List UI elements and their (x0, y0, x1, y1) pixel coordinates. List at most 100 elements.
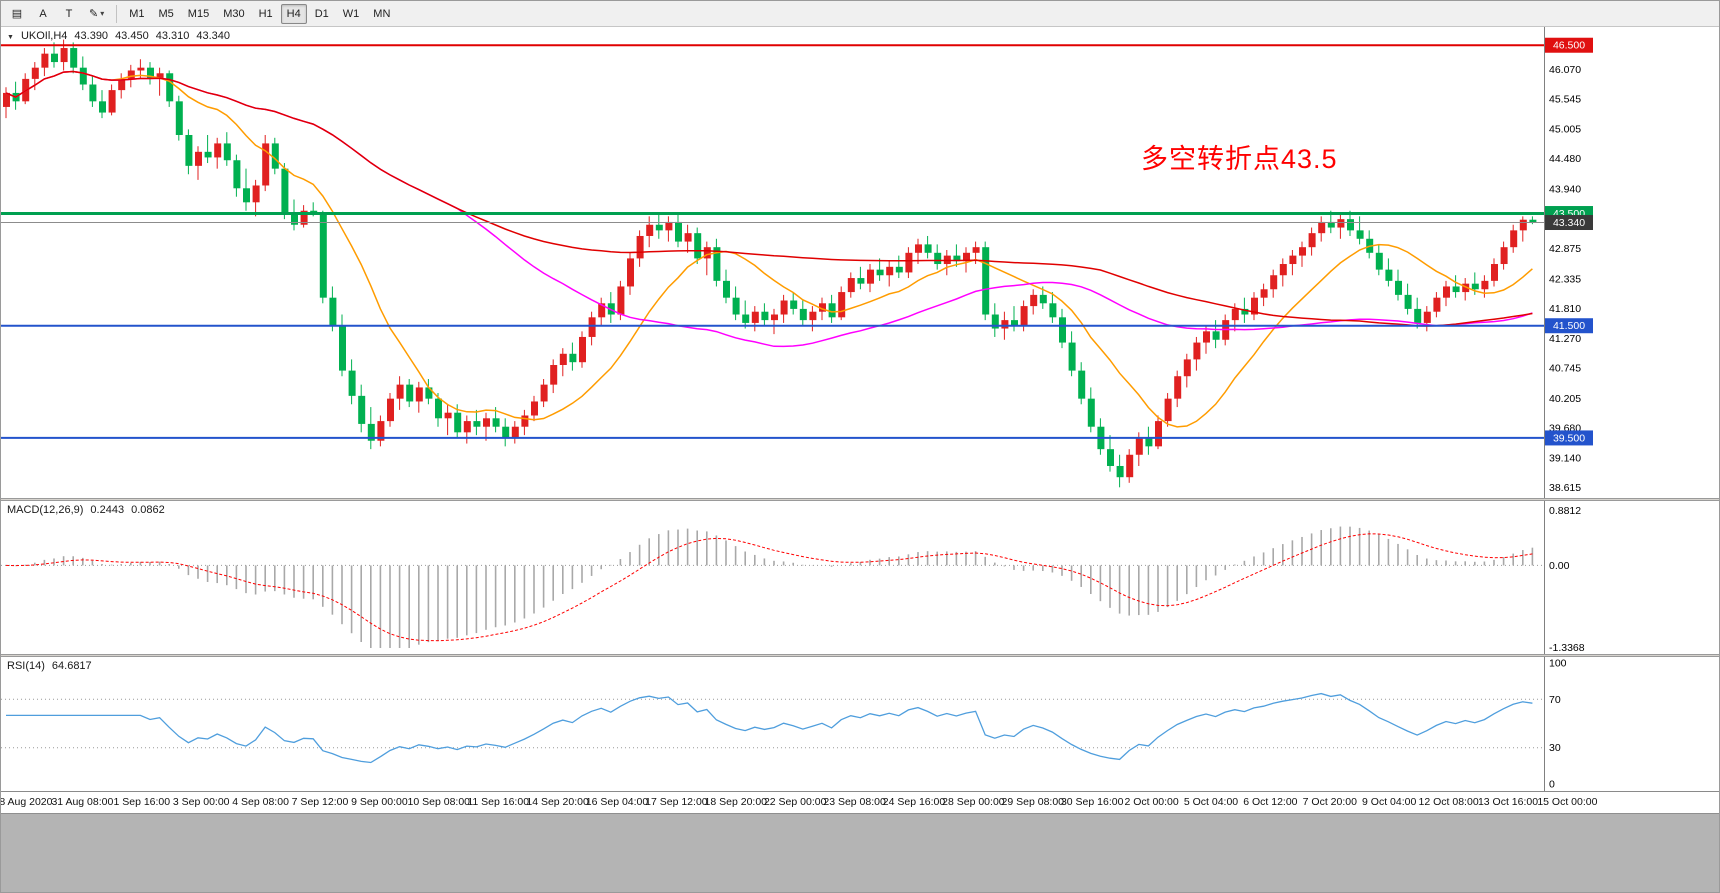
timeframe-MN-button[interactable]: MN (373, 7, 391, 20)
time-label: 1 Sep 16:00 (113, 796, 171, 808)
svg-text:43.940: 43.940 (1549, 183, 1581, 195)
time-label: 30 Sep 16:00 (1060, 796, 1124, 808)
rsi-canvas[interactable]: 100 70 30 0 (1, 657, 1720, 791)
svg-text:100: 100 (1549, 658, 1567, 670)
chart-window-icon: ▤ (11, 8, 23, 20)
time-label: 5 Oct 04:00 (1183, 796, 1239, 808)
ohlc-close: 43.340 (196, 30, 231, 42)
macd-scale[interactable]: 0.8812 0.00 -1.3368 (1549, 505, 1585, 654)
toolbar: ▤ A T ✎ ▾ M1 M5 M15 M30 H1 H4 D1 W1 MN (1, 1, 1719, 27)
svg-text:42.335: 42.335 (1549, 273, 1581, 285)
rsi-header: RSI(14) 64.6817 (7, 660, 92, 672)
ohlc-high: 43.450 (115, 30, 149, 42)
svg-text:40.745: 40.745 (1549, 363, 1581, 375)
moving-average-lines (5, 70, 1533, 428)
time-label: 23 Sep 08:00 (823, 796, 886, 808)
symbol-marker-icon: ▼ (7, 34, 14, 41)
svg-text:41.270: 41.270 (1549, 333, 1581, 345)
footer-area (1, 813, 1719, 892)
time-label: 11 Sep 16:00 (467, 796, 530, 808)
svg-text:41.810: 41.810 (1549, 303, 1581, 315)
svg-text:30: 30 (1549, 742, 1561, 754)
timeframe-H4-button[interactable]: H4 (280, 3, 307, 24)
macd-panel: 0.8812 0.00 -1.3368 MACD(12,26,9) 0.2443 0… (1, 501, 1719, 654)
chart-annotation-text[interactable]: 多空转折点43.5 (1141, 144, 1338, 174)
time-label: 13 Oct 16:00 (1477, 796, 1539, 808)
macd-signal-line (5, 533, 1533, 642)
time-label: 3 Sep 00:00 (172, 796, 230, 808)
time-label: 24 Sep 16:00 (882, 796, 946, 808)
candlestick-series (3, 39, 1537, 488)
macd-value-main: 0.2443 (90, 504, 125, 516)
chevron-down-icon: ▾ (100, 9, 105, 18)
timeframe-H1-button[interactable]: H1 (258, 7, 273, 20)
svg-text:43.340: 43.340 (1553, 217, 1585, 229)
toolbar-divider (116, 4, 118, 23)
main-chart-panel: 46.070 45.545 45.005 44.480 43.940 42.875 42.3… (1, 27, 1719, 498)
svg-text:70: 70 (1549, 694, 1561, 706)
macd-histogram (14, 526, 1534, 648)
time-label: 16 Sep 04:00 (585, 796, 649, 808)
rsi-line (6, 692, 1533, 764)
time-label: 12 Oct 08:00 (1418, 796, 1479, 808)
panel-splitter[interactable] (1, 654, 1719, 657)
time-label: 18 Sep 20:00 (704, 796, 768, 808)
ohlc-open: 43.390 (74, 30, 109, 42)
svg-text:0.8812: 0.8812 (1549, 505, 1581, 517)
svg-text:-1.3368: -1.3368 (1549, 642, 1585, 654)
time-label: 22 Sep 00:00 (763, 796, 827, 808)
svg-text:44.480: 44.480 (1549, 153, 1581, 165)
macd-value-signal: 0.0862 (131, 504, 165, 516)
svg-text:45.545: 45.545 (1549, 93, 1581, 105)
timeframe-W1-button[interactable]: W1 (342, 7, 360, 20)
chart-ohlc-header: ▼ UKOIl,H4 43.390 43.450 43.310 43.340 (7, 30, 230, 42)
price-scale[interactable]: 46.070 45.545 45.005 44.480 43.940 42.875 42.3… (1549, 64, 1581, 494)
time-label: 17 Sep 12:00 (645, 796, 708, 808)
macd-label: MACD(12,26,9) (7, 504, 84, 516)
svg-text:45.005: 45.005 (1549, 124, 1581, 136)
timeframe-M15-button[interactable]: M15 (187, 7, 210, 20)
svg-text:46.500: 46.500 (1553, 40, 1585, 52)
panel-splitter[interactable] (1, 498, 1719, 501)
time-label: 7 Sep 12:00 (291, 796, 349, 808)
rsi-panel: 100 70 30 0 RSI(14) 64.6817 (1, 657, 1719, 791)
svg-text:39.140: 39.140 (1549, 453, 1581, 465)
main-chart-canvas[interactable]: 46.070 45.545 45.005 44.480 43.940 42.875 42.3… (1, 27, 1720, 498)
timeframe-M5-button[interactable]: M5 (158, 7, 174, 20)
tool-cursor-a-button[interactable]: A (31, 4, 55, 24)
tool-text-t-button[interactable]: T (57, 4, 81, 24)
svg-text:42.875: 42.875 (1549, 243, 1581, 255)
time-label: 9 Sep 00:00 (351, 796, 408, 808)
time-label: 28 Aug 2020 (1, 796, 53, 808)
timeframe-M1-button[interactable]: M1 (129, 7, 145, 20)
timeframe-D1-button[interactable]: D1 (314, 7, 329, 20)
time-label: 29 Sep 08:00 (1001, 796, 1065, 808)
tool-draw-button[interactable]: ✎ ▾ (83, 4, 110, 24)
svg-text:0.00: 0.00 (1549, 560, 1570, 572)
svg-text:39.500: 39.500 (1553, 432, 1585, 444)
svg-text:41.500: 41.500 (1553, 320, 1585, 332)
rsi-label: RSI(14) (7, 660, 45, 672)
time-label: 31 Aug 08:00 (51, 796, 114, 808)
draw-icon: ✎ (89, 8, 99, 20)
macd-header: MACD(12,26,9) 0.2443 0.0862 (7, 504, 165, 516)
text-t-icon: T (65, 7, 73, 20)
rsi-value: 64.6817 (51, 660, 92, 672)
tool-chart-window-button[interactable]: ▤ (5, 4, 29, 24)
time-label: 2 Oct 00:00 (1124, 796, 1179, 808)
time-label: 7 Oct 20:00 (1302, 796, 1357, 808)
time-label: 4 Sep 08:00 (232, 796, 289, 808)
symbol-label: UKOIl,H4 (20, 30, 68, 42)
rsi-scale[interactable]: 100 70 30 0 (1549, 658, 1567, 791)
time-label: 28 Sep 00:00 (942, 796, 1005, 808)
time-label: 9 Oct 04:00 (1362, 796, 1417, 808)
macd-canvas[interactable]: 0.8812 0.00 -1.3368 (1, 501, 1720, 654)
time-label: 6 Oct 12:00 (1243, 796, 1298, 808)
timeframe-M30-button[interactable]: M30 (223, 7, 245, 20)
time-label: 14 Sep 20:00 (526, 796, 589, 808)
ohlc-low: 43.310 (155, 30, 190, 42)
svg-text:0: 0 (1549, 779, 1555, 791)
